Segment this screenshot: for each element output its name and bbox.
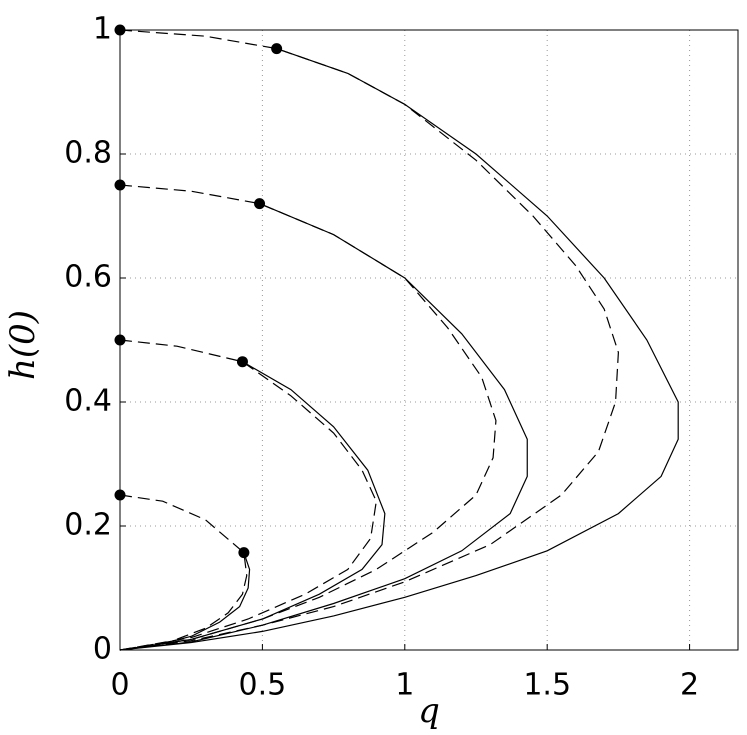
- curve: [119, 552, 251, 651]
- x-tick-label: 0.5: [239, 668, 287, 703]
- x-tick-label: 0: [110, 668, 129, 703]
- marker: [271, 43, 283, 55]
- curve: [119, 48, 679, 651]
- y-tick-label: 1: [93, 12, 112, 47]
- y-tick-label: 0: [93, 632, 112, 667]
- marker: [254, 198, 266, 210]
- y-axis-label: h(0): [3, 310, 43, 380]
- marker: [238, 547, 250, 559]
- marker: [114, 179, 126, 191]
- y-tick-label: 0.4: [64, 384, 112, 419]
- y-tick-label: 0.6: [64, 260, 112, 295]
- x-tick-label: 2: [680, 668, 699, 703]
- curve: [119, 494, 248, 651]
- y-tick-label: 0.2: [64, 508, 112, 543]
- x-tick-label: 1.5: [523, 668, 571, 703]
- x-tick-label: 1: [395, 668, 414, 703]
- y-tick-label: 0.8: [64, 136, 112, 171]
- marker: [236, 356, 248, 368]
- curve: [119, 203, 528, 651]
- curve: [119, 361, 386, 651]
- marker: [114, 489, 126, 501]
- marker: [114, 24, 126, 36]
- curve: [119, 184, 497, 651]
- curve: [119, 29, 619, 651]
- curve: [119, 339, 377, 651]
- x-axis-label: q: [418, 691, 440, 731]
- marker: [114, 334, 126, 346]
